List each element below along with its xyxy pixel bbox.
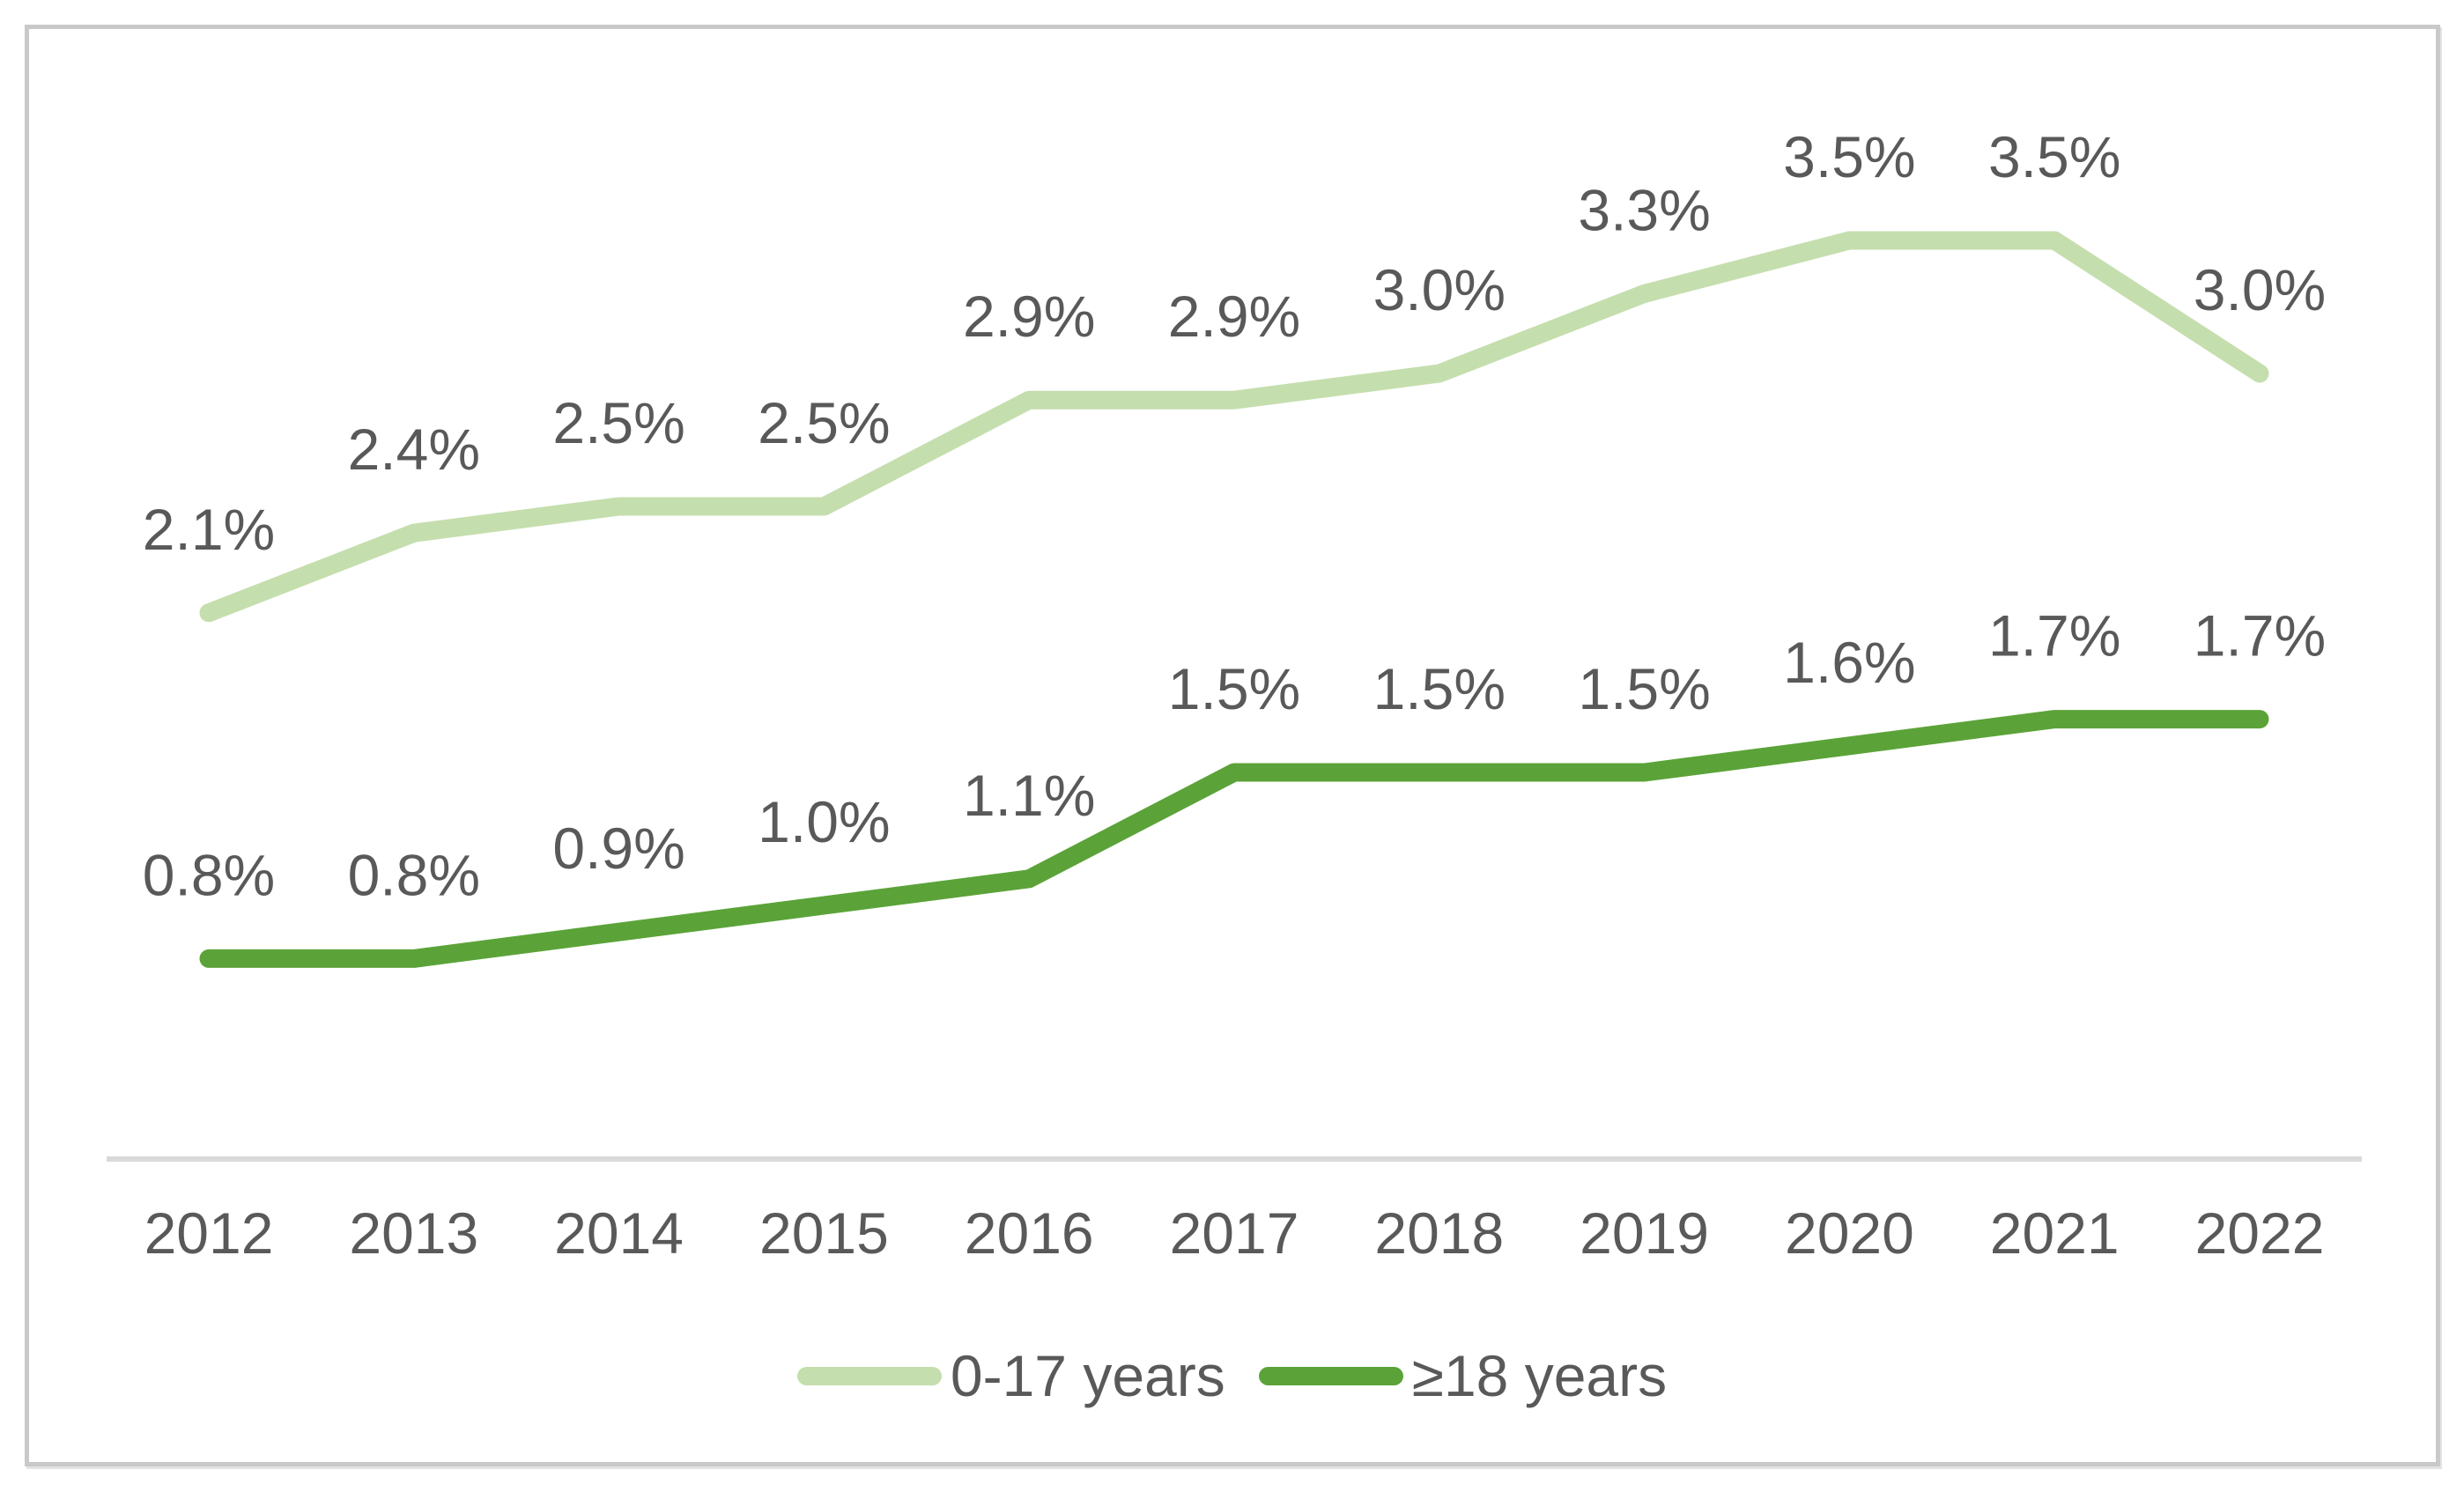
legend-label-0-17-years: 0-17 years — [950, 1343, 1225, 1408]
data-label: 3.3% — [1578, 177, 1710, 242]
data-label: 1.1% — [963, 763, 1095, 828]
x-axis-label: 2019 — [1580, 1200, 1709, 1266]
data-label: 3.0% — [1373, 257, 1506, 322]
data-label: 2.9% — [963, 284, 1095, 349]
x-axis-label: 2015 — [759, 1200, 889, 1266]
data-label: 1.5% — [1168, 656, 1300, 721]
series-line-18-years — [199, 710, 2269, 968]
data-label: 1.6% — [1783, 630, 1915, 695]
legend-label-18-years: ≥18 years — [1411, 1343, 1668, 1408]
data-label: 3.5% — [1783, 124, 1915, 189]
x-axis-label: 2021 — [1990, 1200, 2120, 1266]
data-label: 1.0% — [758, 789, 890, 854]
data-label: 3.0% — [2194, 257, 2326, 322]
series-line-0-17-years — [199, 231, 2269, 623]
data-label: 1.7% — [2194, 603, 2326, 668]
data-label: 0.8% — [143, 842, 275, 907]
data-label: 0.8% — [348, 842, 480, 907]
data-label: 1.5% — [1373, 656, 1506, 721]
data-label: 1.7% — [1988, 603, 2120, 668]
data-label: 0.9% — [552, 816, 684, 881]
legend-item-0-17-years: 0-17 years — [796, 1342, 1225, 1409]
x-axis-label: 2014 — [554, 1200, 684, 1266]
chart-card — [25, 25, 2440, 1466]
x-axis-label: 2012 — [144, 1200, 274, 1266]
data-label: 2.4% — [348, 417, 480, 482]
x-axis-label: 2018 — [1374, 1200, 1504, 1266]
data-label: 2.1% — [143, 497, 275, 562]
legend-swatch-18-years — [1258, 1366, 1403, 1385]
data-label: 3.5% — [1988, 124, 2120, 189]
x-axis-label: 2016 — [965, 1200, 1094, 1266]
x-axis-label: 2020 — [1785, 1200, 1914, 1266]
x-axis-label: 2022 — [2195, 1200, 2325, 1266]
legend-item-18-years: ≥18 years — [1258, 1342, 1668, 1409]
x-axis-label: 2017 — [1170, 1200, 1299, 1266]
chart-legend: 0-17 years ≥18 years — [0, 1335, 2464, 1416]
x-axis-label: 2013 — [349, 1200, 478, 1266]
legend-swatch-0-17-years — [796, 1366, 942, 1385]
data-label: 2.5% — [758, 390, 890, 455]
data-label: 2.9% — [1168, 284, 1300, 349]
data-label: 1.5% — [1578, 656, 1710, 721]
data-label: 2.5% — [552, 390, 684, 455]
